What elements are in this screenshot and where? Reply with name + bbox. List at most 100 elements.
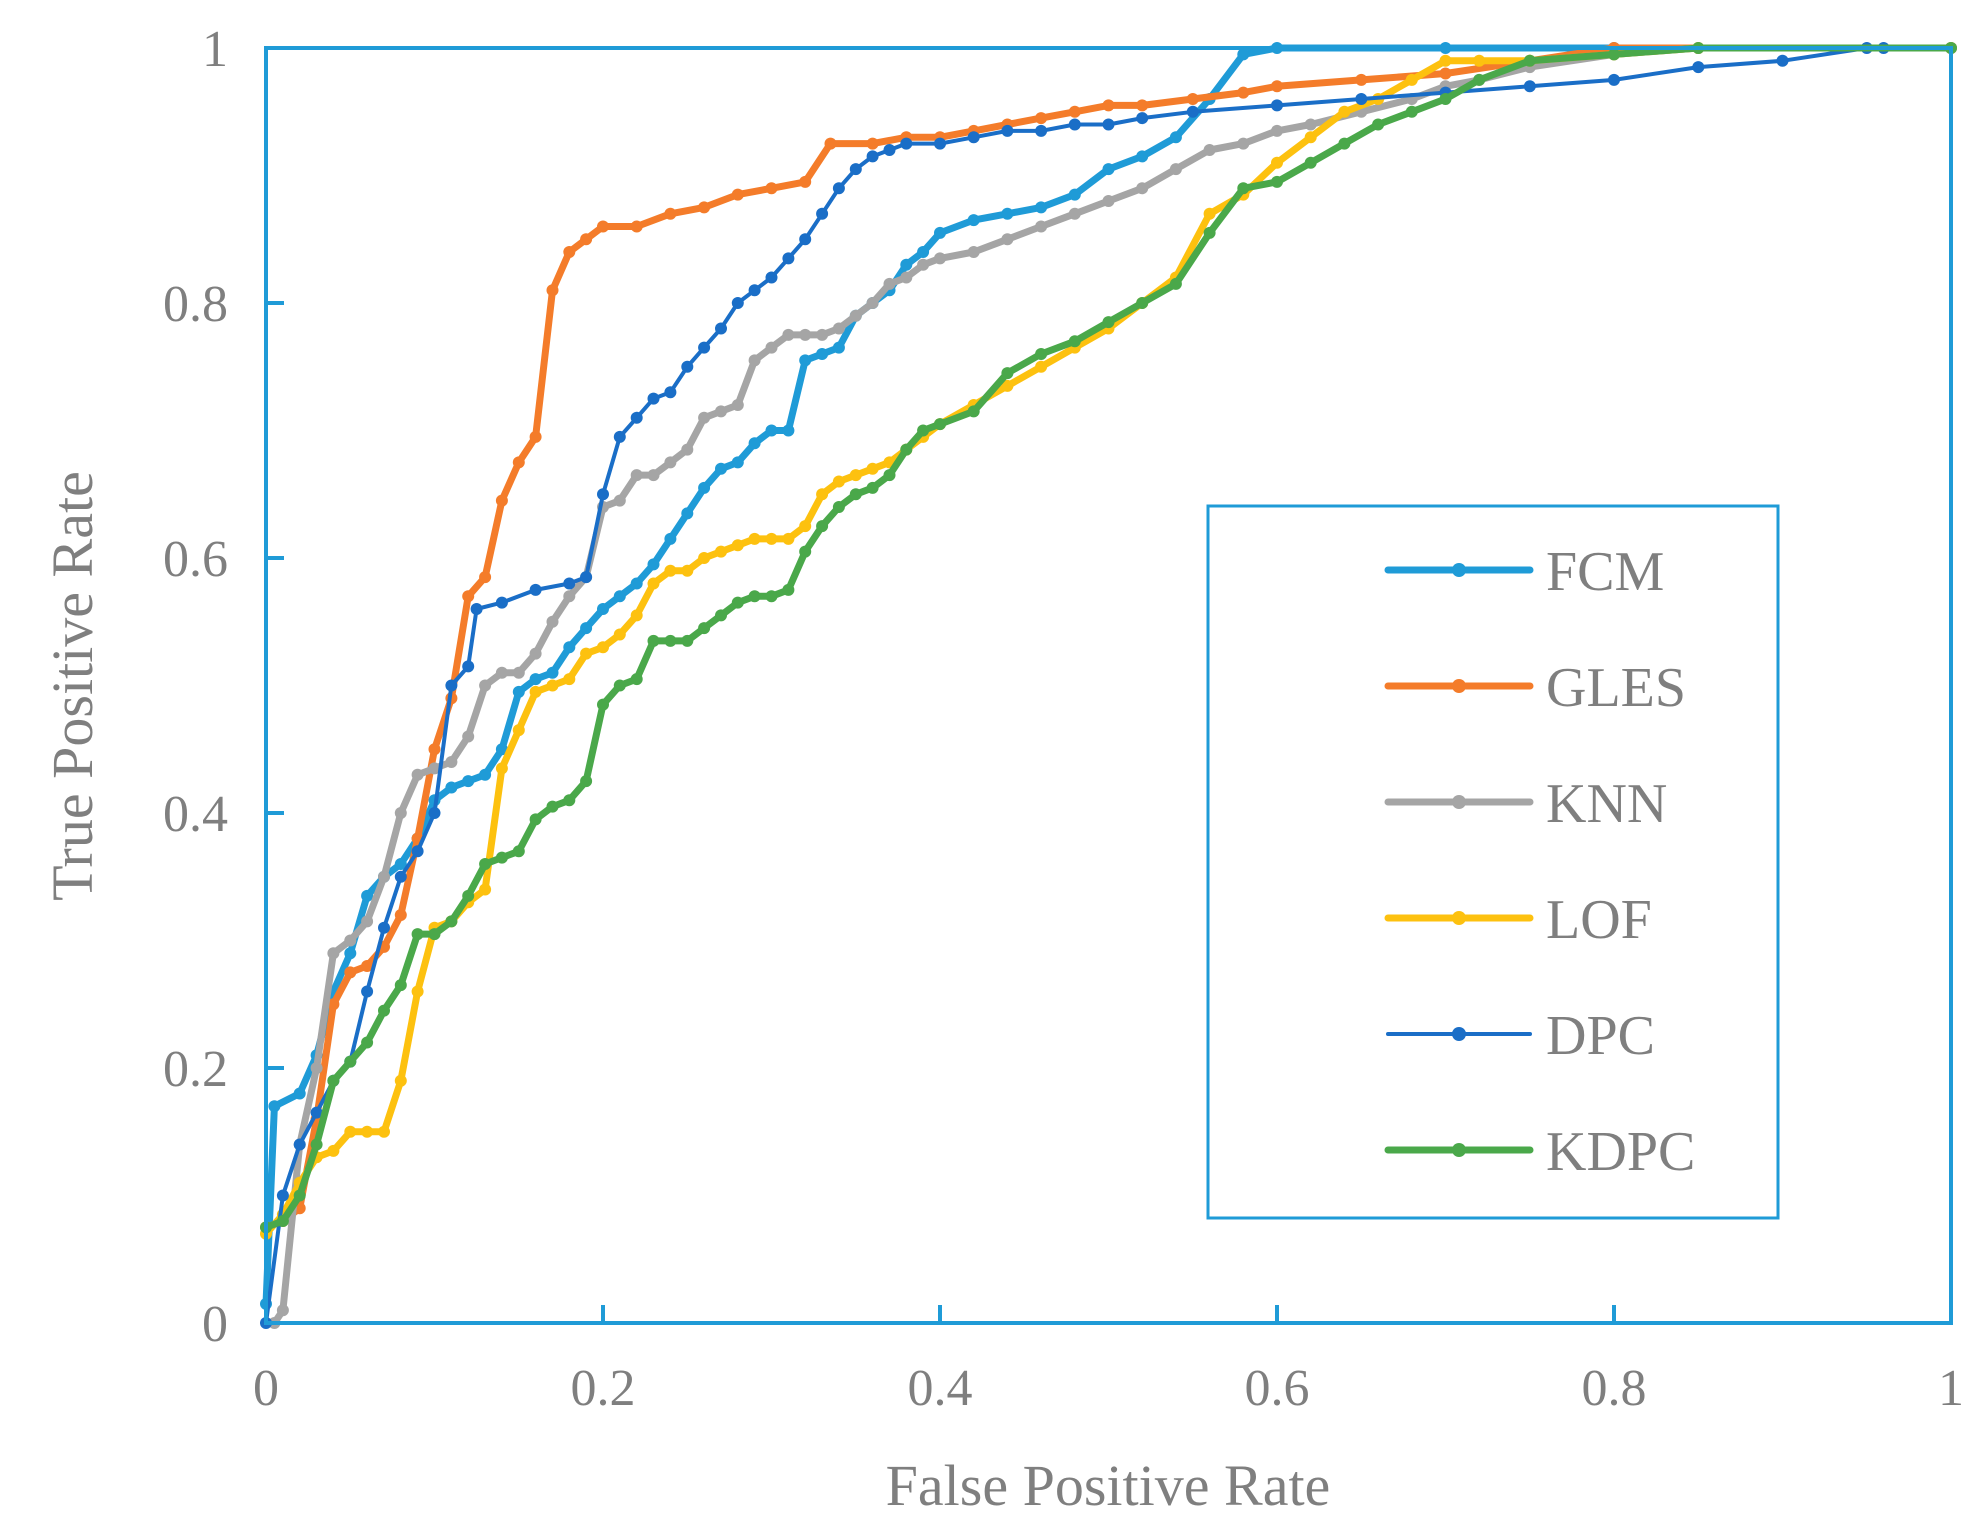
data-point-gles bbox=[799, 175, 812, 188]
data-point-lof bbox=[731, 539, 744, 552]
data-point-dpc bbox=[1102, 118, 1115, 131]
data-point-gles bbox=[344, 966, 357, 979]
legend-box bbox=[1206, 504, 1780, 1220]
data-point-knn bbox=[563, 590, 576, 603]
data-point-dpc bbox=[731, 297, 744, 309]
legend-label-lof: LOF bbox=[1546, 889, 1652, 951]
legend-entry-kdpc: KDPC bbox=[1384, 1121, 1695, 1183]
data-point-knn bbox=[428, 762, 441, 775]
data-point-fcm bbox=[1169, 131, 1182, 144]
data-point-knn bbox=[1035, 220, 1048, 233]
data-point-kdpc bbox=[832, 501, 845, 513]
data-point-kdpc bbox=[1523, 54, 1536, 67]
data-point-dpc bbox=[816, 207, 829, 220]
data-point-fcm bbox=[832, 341, 845, 354]
data-point-dpc bbox=[276, 1189, 289, 1202]
data-point-dpc bbox=[462, 660, 475, 673]
data-point-lof bbox=[782, 532, 795, 545]
data-point-kdpc bbox=[1203, 226, 1216, 239]
data-point-kdpc bbox=[1304, 156, 1317, 169]
y-tick-label: 0.2 bbox=[163, 1041, 228, 1098]
data-point-kdpc bbox=[849, 488, 862, 501]
data-point-dpc bbox=[394, 870, 407, 883]
data-point-fcm bbox=[293, 1087, 306, 1100]
data-point-kdpc bbox=[613, 679, 626, 692]
data-point-dpc bbox=[681, 360, 694, 373]
data-point-lof bbox=[832, 475, 845, 488]
data-point-fcm bbox=[580, 622, 593, 635]
data-point-dpc bbox=[1776, 54, 1789, 67]
data-point-fcm bbox=[765, 424, 778, 437]
data-point-fcm bbox=[344, 947, 357, 960]
data-point-fcm bbox=[1136, 150, 1149, 163]
data-point-kdpc bbox=[967, 405, 980, 418]
data-point-lof bbox=[816, 488, 829, 501]
data-point-knn bbox=[546, 615, 559, 628]
data-point-kdpc bbox=[597, 698, 609, 711]
x-tick-label: 1 bbox=[1938, 1360, 1964, 1417]
data-point-knn bbox=[782, 328, 795, 341]
data-point-kdpc bbox=[344, 1055, 357, 1068]
data-point-fcm bbox=[479, 768, 492, 781]
data-point-kdpc bbox=[1608, 48, 1620, 61]
data-point-gles bbox=[1068, 105, 1081, 118]
series-gles bbox=[260, 42, 1957, 1234]
data-point-knn bbox=[462, 730, 475, 743]
data-point-fcm bbox=[748, 437, 761, 450]
data-point-knn bbox=[529, 647, 542, 660]
data-point-lof bbox=[715, 545, 727, 558]
data-point-fcm bbox=[630, 577, 643, 590]
data-point-kdpc bbox=[900, 443, 913, 456]
legend-marker-fcm bbox=[1452, 563, 1466, 577]
data-point-fcm bbox=[967, 214, 980, 227]
data-point-gles bbox=[495, 494, 508, 507]
data-point-kdpc bbox=[782, 583, 795, 596]
data-point-dpc bbox=[580, 571, 593, 584]
data-point-knn bbox=[664, 456, 677, 469]
data-point-kdpc bbox=[1338, 137, 1351, 150]
data-point-knn bbox=[647, 469, 660, 482]
data-point-gles bbox=[765, 182, 778, 195]
legend-entry-knn: KNN bbox=[1384, 773, 1667, 835]
data-point-lof bbox=[849, 469, 862, 482]
data-point-dpc bbox=[428, 807, 441, 819]
data-point-lof bbox=[1001, 379, 1014, 392]
data-point-dpc bbox=[411, 845, 424, 858]
data-point-lof bbox=[866, 462, 879, 475]
data-point-dpc bbox=[445, 679, 458, 692]
data-point-fcm bbox=[546, 666, 559, 679]
legend-marker-knn bbox=[1452, 795, 1466, 809]
data-point-knn bbox=[1068, 207, 1081, 220]
data-point-dpc bbox=[597, 488, 609, 501]
data-point-fcm bbox=[563, 641, 576, 654]
data-point-lof bbox=[799, 520, 812, 533]
data-point-kdpc bbox=[715, 609, 727, 622]
data-point-knn bbox=[681, 443, 694, 456]
data-point-kdpc bbox=[445, 915, 458, 928]
data-point-knn bbox=[967, 246, 980, 258]
data-point-dpc bbox=[647, 392, 660, 405]
data-point-knn bbox=[748, 354, 761, 367]
data-point-fcm bbox=[731, 456, 744, 469]
data-point-knn bbox=[327, 947, 340, 960]
data-point-dpc bbox=[1186, 105, 1199, 118]
legend-label-gles: GLES bbox=[1546, 657, 1686, 719]
series-line-gles bbox=[262, 44, 1955, 1231]
data-point-lof bbox=[512, 724, 525, 737]
data-point-fcm bbox=[647, 558, 660, 571]
data-point-dpc bbox=[470, 603, 483, 615]
data-point-knn bbox=[630, 469, 643, 482]
data-point-knn bbox=[1136, 182, 1149, 195]
data-point-kdpc bbox=[1271, 175, 1283, 188]
data-point-fcm bbox=[613, 590, 626, 603]
data-point-fcm bbox=[799, 354, 812, 367]
data-point-fcm bbox=[462, 775, 475, 788]
data-point-lof bbox=[597, 641, 609, 654]
data-point-knn bbox=[765, 341, 778, 354]
data-point-knn bbox=[479, 679, 492, 692]
ticks-layer: 0 0.2 0.4 0.6 0.8 1 0 0.2 0.4 0.6 0.8 1 bbox=[163, 21, 1964, 1417]
data-point-kdpc bbox=[462, 889, 475, 902]
data-point-dpc bbox=[613, 430, 626, 443]
data-point-lof bbox=[1203, 207, 1216, 220]
data-point-fcm bbox=[782, 424, 795, 437]
